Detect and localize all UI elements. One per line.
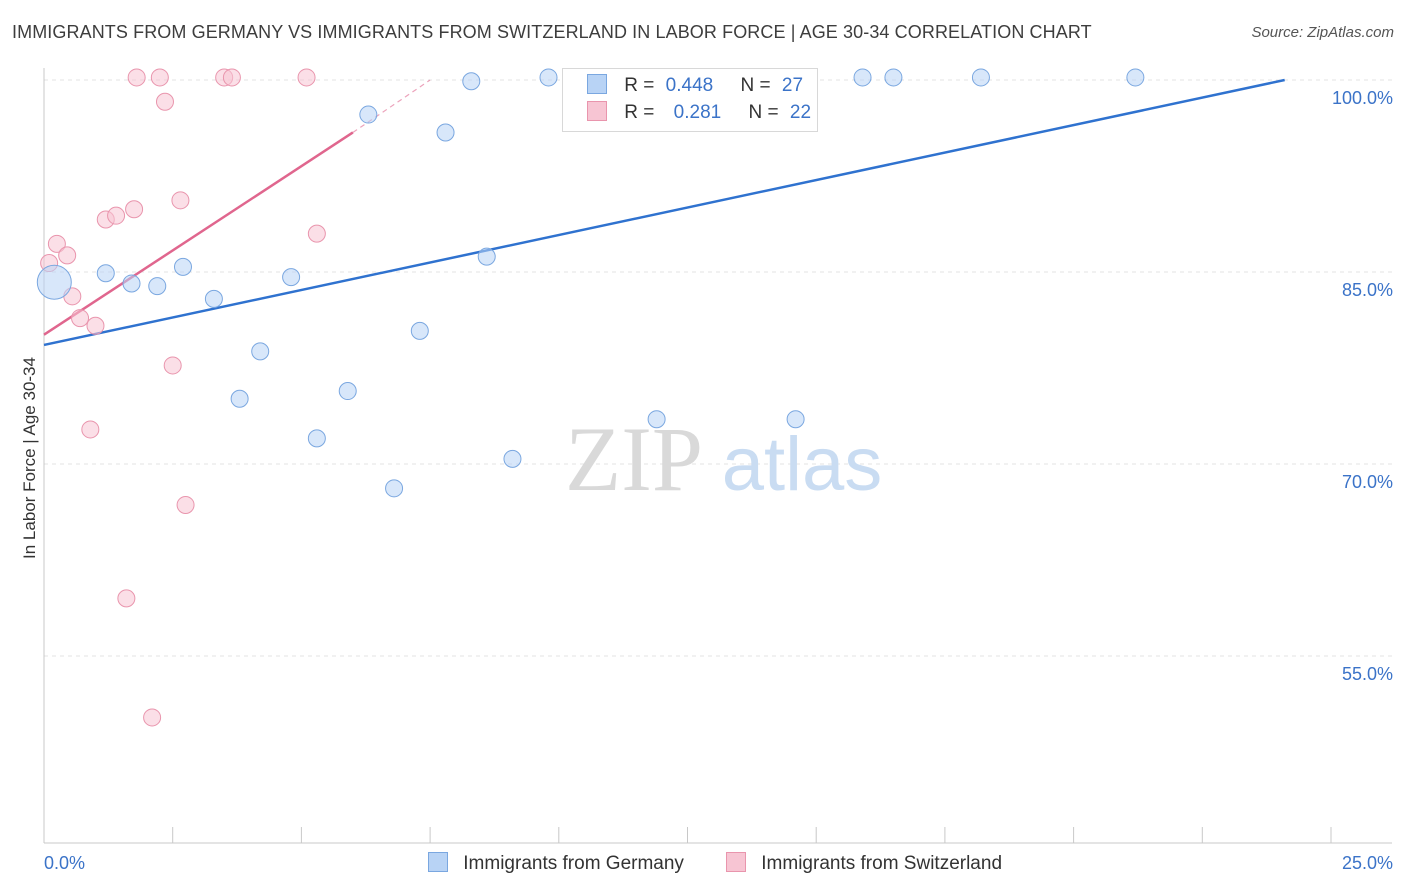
- switzerland-point: [176, 495, 195, 514]
- switzerland-n-value: 22: [789, 102, 812, 123]
- germany-point: [338, 382, 357, 401]
- tick-labels: 100.0% 85.0% 70.0% 55.0% 0.0% 25.0%: [44, 88, 1393, 873]
- germany-r-label: R =: [624, 75, 655, 96]
- gridlines: [44, 79, 1392, 657]
- germany-point: [230, 389, 249, 408]
- y-axis-label: In Labor Force | Age 30-34: [20, 357, 39, 559]
- axes: [43, 68, 1392, 844]
- switzerland-point: [47, 234, 66, 253]
- switzerland-r-value: 0.281: [673, 102, 722, 123]
- germany-point: [647, 410, 666, 429]
- germany-point: [503, 449, 522, 468]
- switzerland-trend-line: [43, 131, 354, 336]
- bottom-germany-swatch: [428, 852, 448, 872]
- switzerland-point: [71, 309, 90, 328]
- germany-point: [307, 429, 326, 448]
- germany-swatch: [587, 74, 607, 94]
- y-tick-label: 85.0%: [1342, 280, 1393, 300]
- trend-lines: [43, 78, 1285, 347]
- bottom-switzerland-label: Immigrants from Switzerland: [761, 853, 1003, 874]
- chart-title: IMMIGRANTS FROM GERMANY VS IMMIGRANTS FR…: [12, 22, 1092, 42]
- watermark-atlas: atlas: [722, 422, 883, 507]
- switzerland-point: [155, 92, 174, 111]
- switzerland-point: [86, 316, 105, 335]
- germany-n-value: 27: [781, 75, 804, 96]
- legend-row-germany: R = 0.448 N = 27: [587, 74, 803, 100]
- legend-row-switzerland: R = 0.281 N = 22: [587, 101, 811, 127]
- germany-point: [359, 105, 378, 124]
- germany-point: [122, 274, 141, 293]
- germany-point: [971, 68, 990, 87]
- switzerland-swatch: [587, 101, 607, 121]
- germany-r-value: 0.448: [665, 75, 714, 96]
- bottom-legend-switzerland: Immigrants from Switzerland: [726, 852, 1002, 875]
- germany-trend-line: [43, 78, 1285, 347]
- germany-point: [36, 264, 72, 300]
- correlation-legend: R = 0.448 N = 27 R = 0.281 N = 22: [562, 68, 818, 132]
- germany-point: [539, 68, 558, 87]
- watermark-zip: ZIP: [565, 408, 703, 510]
- germany-point: [282, 268, 301, 287]
- switzerland-point: [297, 68, 316, 87]
- germany-point: [410, 321, 429, 340]
- chart-source: Source: ZipAtlas.com: [1251, 24, 1394, 41]
- switzerland-point: [125, 200, 144, 219]
- germany-point: [884, 68, 903, 87]
- switzerland-point: [143, 708, 162, 727]
- germany-point: [436, 123, 455, 142]
- y-tick-label: 100.0%: [1332, 88, 1393, 108]
- germany-point: [96, 264, 115, 283]
- bottom-germany-label: Immigrants from Germany: [463, 853, 684, 874]
- switzerland-r-label: R =: [624, 102, 655, 123]
- germany-point: [385, 479, 404, 498]
- germany-point: [853, 68, 872, 87]
- switzerland-point: [163, 356, 182, 375]
- germany-point: [204, 289, 223, 308]
- switzerland-trend-extension: [352, 79, 431, 133]
- bottom-legend-germany: Immigrants from Germany: [428, 852, 684, 875]
- switzerland-point: [58, 246, 77, 265]
- germany-point: [1126, 68, 1145, 87]
- germany-point: [251, 342, 270, 361]
- bottom-switzerland-swatch: [726, 852, 746, 872]
- germany-point: [477, 247, 496, 266]
- switzerland-point: [107, 206, 126, 225]
- germany-point: [148, 277, 167, 296]
- germany-point: [786, 410, 805, 429]
- switzerland-n-label: N =: [748, 102, 779, 123]
- germany-point: [173, 257, 192, 276]
- switzerland-point: [222, 68, 241, 87]
- switzerland-point: [127, 68, 146, 87]
- x-tick-label: 0.0%: [44, 853, 85, 873]
- switzerland-point: [150, 68, 169, 87]
- switzerland-point: [117, 589, 136, 608]
- data-points: [36, 68, 1145, 727]
- y-tick-label: 55.0%: [1342, 664, 1393, 684]
- germany-n-label: N =: [740, 75, 771, 96]
- x-tick-label: 25.0%: [1342, 853, 1393, 873]
- switzerland-point: [171, 191, 190, 210]
- y-tick-label: 70.0%: [1342, 472, 1393, 492]
- switzerland-point: [307, 224, 326, 243]
- germany-point: [462, 72, 481, 91]
- switzerland-point: [81, 420, 100, 439]
